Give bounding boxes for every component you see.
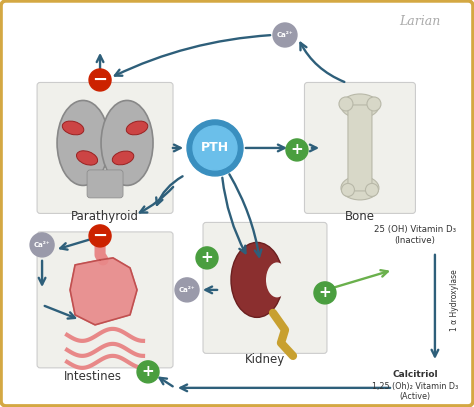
Ellipse shape bbox=[341, 176, 379, 200]
Circle shape bbox=[137, 361, 159, 383]
Text: Ca²⁺: Ca²⁺ bbox=[179, 287, 195, 293]
FancyArrowPatch shape bbox=[222, 178, 246, 253]
Text: −: − bbox=[92, 227, 108, 245]
Ellipse shape bbox=[365, 184, 378, 197]
Ellipse shape bbox=[367, 97, 381, 111]
FancyArrowPatch shape bbox=[229, 174, 262, 256]
FancyArrowPatch shape bbox=[115, 35, 270, 76]
Circle shape bbox=[89, 225, 111, 247]
FancyArrowPatch shape bbox=[432, 255, 438, 357]
Circle shape bbox=[175, 278, 199, 302]
FancyBboxPatch shape bbox=[348, 105, 372, 191]
FancyArrowPatch shape bbox=[173, 144, 181, 151]
Circle shape bbox=[193, 126, 237, 170]
FancyArrowPatch shape bbox=[205, 287, 217, 293]
Circle shape bbox=[273, 23, 297, 47]
Text: +: + bbox=[201, 250, 213, 265]
FancyArrowPatch shape bbox=[97, 55, 103, 75]
Ellipse shape bbox=[266, 263, 288, 298]
Text: Parathyroid: Parathyroid bbox=[71, 210, 139, 223]
Ellipse shape bbox=[341, 94, 379, 118]
FancyArrowPatch shape bbox=[310, 144, 317, 151]
FancyArrowPatch shape bbox=[45, 306, 75, 319]
Text: Bone: Bone bbox=[345, 210, 375, 223]
Circle shape bbox=[196, 247, 218, 269]
Circle shape bbox=[286, 139, 308, 161]
FancyArrowPatch shape bbox=[328, 270, 388, 289]
Ellipse shape bbox=[57, 101, 109, 186]
FancyArrowPatch shape bbox=[181, 385, 390, 391]
Text: Kidney: Kidney bbox=[245, 353, 285, 366]
Text: Intestines: Intestines bbox=[64, 370, 122, 383]
Text: 1,25 (Oh)₂ Vitamin D₃
(Active): 1,25 (Oh)₂ Vitamin D₃ (Active) bbox=[372, 382, 458, 401]
Polygon shape bbox=[70, 258, 137, 325]
Text: −: − bbox=[92, 71, 108, 89]
FancyArrowPatch shape bbox=[156, 176, 182, 205]
FancyBboxPatch shape bbox=[37, 83, 173, 213]
Text: +: + bbox=[291, 142, 303, 158]
Ellipse shape bbox=[341, 184, 355, 197]
Text: Calcitriol: Calcitriol bbox=[392, 370, 438, 379]
Circle shape bbox=[89, 69, 111, 91]
Circle shape bbox=[30, 233, 54, 257]
FancyArrowPatch shape bbox=[160, 378, 173, 386]
Ellipse shape bbox=[101, 101, 153, 186]
Ellipse shape bbox=[112, 151, 134, 165]
Text: Ca²⁺: Ca²⁺ bbox=[34, 242, 50, 248]
FancyBboxPatch shape bbox=[87, 170, 123, 198]
FancyBboxPatch shape bbox=[304, 83, 415, 213]
Text: +: + bbox=[319, 285, 331, 300]
FancyArrowPatch shape bbox=[301, 43, 345, 82]
FancyArrowPatch shape bbox=[60, 239, 92, 249]
Ellipse shape bbox=[126, 121, 148, 135]
FancyArrowPatch shape bbox=[39, 260, 46, 284]
Text: 1 α Hydroxylase: 1 α Hydroxylase bbox=[450, 269, 459, 331]
FancyBboxPatch shape bbox=[203, 222, 327, 353]
Circle shape bbox=[187, 120, 243, 176]
Text: +: + bbox=[142, 364, 155, 379]
Text: 25 (OH) Vitamin D₃
(Inactive): 25 (OH) Vitamin D₃ (Inactive) bbox=[374, 225, 456, 245]
Text: PTH: PTH bbox=[201, 142, 229, 154]
Circle shape bbox=[314, 282, 336, 304]
Text: Larian: Larian bbox=[399, 15, 440, 28]
Ellipse shape bbox=[339, 97, 353, 111]
FancyArrowPatch shape bbox=[246, 144, 284, 151]
Ellipse shape bbox=[62, 121, 84, 135]
Text: Ca²⁺: Ca²⁺ bbox=[277, 32, 293, 38]
Ellipse shape bbox=[76, 151, 98, 165]
Ellipse shape bbox=[231, 243, 283, 317]
FancyArrowPatch shape bbox=[140, 187, 173, 212]
FancyBboxPatch shape bbox=[37, 232, 173, 368]
